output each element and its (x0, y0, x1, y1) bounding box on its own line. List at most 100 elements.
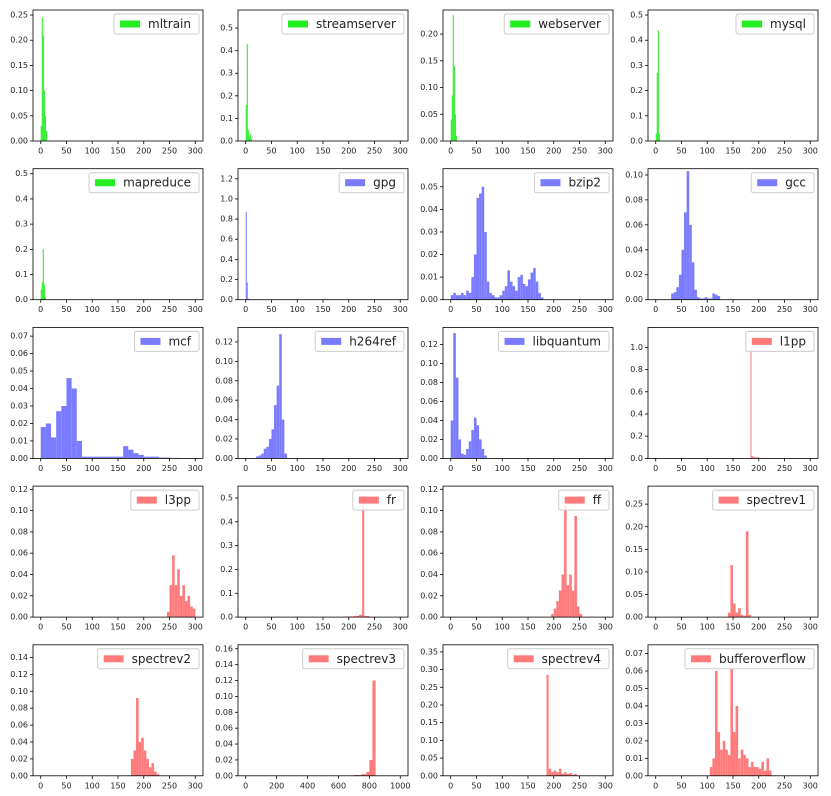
legend-label: webserver (538, 17, 601, 31)
legend-swatch (103, 655, 124, 663)
bar (476, 198, 480, 300)
y-tick-label: 0.25 (420, 683, 438, 692)
legend: webserver (503, 13, 610, 35)
y-tick-label: 0.2 (15, 245, 28, 254)
y-tick-label: 0.1 (220, 589, 233, 598)
x-tick-label: 150 (315, 464, 330, 473)
bar (712, 758, 715, 776)
y-tick-label: 0.04 (420, 205, 438, 214)
x-tick-label: 300 (598, 147, 613, 156)
y-tick-label: 0.00 (420, 771, 438, 780)
y-tick-label: 0.1 (630, 111, 643, 120)
legend-label: l3pp (165, 493, 191, 507)
bar (540, 297, 544, 300)
y-tick-label: 0.5 (15, 169, 28, 178)
x-tick-label: 100 (700, 781, 715, 790)
x-tick-label: 100 (290, 623, 305, 632)
y-tick-label: 0.0 (630, 454, 643, 463)
bar (450, 119, 452, 141)
bar (182, 585, 185, 618)
bar (538, 292, 541, 300)
bar (138, 454, 144, 459)
x-tick-label: 250 (777, 464, 792, 473)
bar (551, 772, 554, 776)
bar (455, 135, 457, 141)
x-tick-label: 0 (243, 464, 248, 473)
y-tick-label: 0.15 (420, 56, 438, 65)
subplot: 0 50 100 150 200 250 300 0.00 0.02 0.04 0.06 0.08 0.… (420, 485, 614, 632)
bar (497, 297, 500, 300)
y-tick-label: 0.10 (625, 170, 643, 179)
x-tick-label: 100 (495, 464, 510, 473)
bar (486, 281, 490, 300)
x-tick-label: 1000 (390, 781, 410, 790)
x-tick-label: 250 (777, 305, 792, 314)
x-tick-label: 150 (725, 147, 740, 156)
bar (40, 426, 46, 459)
y-tick-label: 0.4 (630, 409, 643, 418)
bar (143, 456, 149, 459)
legend-label: gcc (785, 176, 806, 190)
bar (574, 774, 577, 776)
x-tick-label: 250 (572, 305, 587, 314)
x-tick-label: 150 (315, 305, 330, 314)
y-tick-label: 0.14 (215, 660, 233, 669)
y-tick-label: 0.00 (625, 613, 643, 622)
legend-swatch (564, 496, 585, 504)
bar (359, 614, 363, 618)
bar (258, 455, 262, 459)
y-tick-label: 0.2 (220, 275, 233, 284)
bar (366, 771, 370, 776)
y-tick-label: 0.08 (215, 376, 233, 385)
y-tick-label: 0.25 (625, 500, 643, 509)
bar (702, 298, 705, 300)
bar (533, 268, 536, 300)
bar (730, 667, 733, 776)
bar (479, 193, 482, 300)
bar (177, 569, 180, 618)
bar (461, 453, 464, 459)
x-tick-label: 100 (700, 305, 715, 314)
y-tick-label: 0.15 (625, 545, 643, 554)
bar (248, 136, 250, 141)
x-tick-label: 300 (598, 623, 613, 632)
legend-label: spectrev1 (747, 493, 806, 507)
bar (717, 732, 721, 776)
bar (673, 292, 677, 300)
x-tick-label: 200 (136, 305, 151, 314)
bar (512, 286, 516, 300)
x-tick-label: 250 (777, 623, 792, 632)
bar (154, 771, 157, 776)
x-tick-label: 50 (676, 305, 686, 314)
legend: l1pp (745, 330, 815, 352)
y-tick-label: 0.12 (10, 485, 28, 494)
bar (133, 453, 139, 459)
bar (461, 292, 464, 300)
subplot: 0 50 100 150 200 250 300 0.0 0.1 0.2 0.3 0.4 0.5 mapr… (15, 168, 204, 314)
y-tick-label: 0.08 (215, 708, 233, 717)
bar (261, 453, 264, 459)
x-tick-label: 150 (520, 305, 535, 314)
bar (766, 758, 770, 776)
y-tick-label: 0.14 (10, 653, 28, 662)
legend: libquantum (498, 330, 610, 352)
bar (546, 674, 549, 776)
bar (525, 286, 528, 300)
bar (481, 448, 485, 459)
x-tick-label: 100 (290, 305, 305, 314)
bar (256, 456, 259, 459)
bar (517, 277, 521, 300)
y-tick-label: 0.07 (625, 649, 643, 658)
bar (566, 774, 570, 776)
y-tick-label: 0.06 (625, 667, 643, 676)
x-tick-label: 0 (448, 147, 453, 156)
y-tick-label: 0.04 (10, 384, 28, 393)
x-tick-label: 100 (495, 147, 510, 156)
bar (138, 741, 142, 776)
y-tick-label: 0.08 (625, 195, 643, 204)
bar (656, 72, 658, 141)
legend-label: spectrev2 (132, 652, 191, 666)
x-tick-label: 100 (495, 623, 510, 632)
x-tick-label: 300 (188, 464, 203, 473)
legend-box (113, 13, 200, 35)
